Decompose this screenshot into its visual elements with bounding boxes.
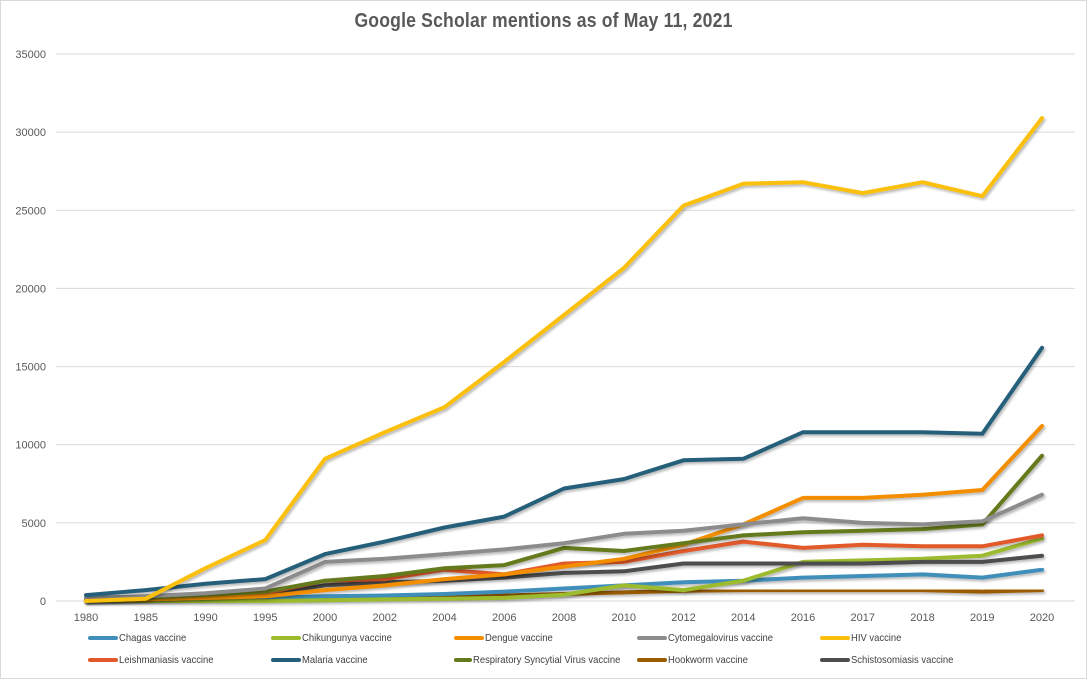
legend-label: Schistosomiasis vaccine xyxy=(851,654,954,666)
x-tick-label: 2017 xyxy=(851,612,875,624)
y-tick-label: 0 xyxy=(40,596,46,608)
legend-swatch xyxy=(637,658,667,662)
x-tick-label: 2020 xyxy=(1030,612,1054,624)
legend-swatch xyxy=(88,658,118,662)
legend-item: Chikungunya vaccine xyxy=(271,631,454,645)
x-tick-label: 2000 xyxy=(313,612,337,624)
x-tick-label: 2018 xyxy=(910,612,934,624)
legend-swatch xyxy=(820,636,850,640)
x-tick-label: 2006 xyxy=(492,612,516,624)
legend-swatch xyxy=(820,658,850,662)
x-tick-label: 2008 xyxy=(552,612,576,624)
x-tick-label: 2016 xyxy=(791,612,815,624)
x-tick-label: 2019 xyxy=(970,612,994,624)
legend-label: Hookworm vaccine xyxy=(668,654,748,666)
legend-label: Respiratory Syncytial Virus vaccine xyxy=(473,654,621,666)
x-tick-label: 1990 xyxy=(193,612,217,624)
y-tick-label: 30000 xyxy=(15,127,46,139)
legend-swatch xyxy=(88,636,118,640)
legend-swatch xyxy=(637,636,667,640)
series-line-malaria-vaccine xyxy=(84,345,1044,598)
legend-item: Cytomegalovirus vaccine xyxy=(637,631,820,645)
legend-label: Leishmaniasis vaccine xyxy=(119,654,214,666)
legend-item: Dengue vaccine xyxy=(454,631,637,645)
y-tick-label: 35000 xyxy=(15,49,46,61)
legend-label: Dengue vaccine xyxy=(485,632,553,644)
y-axis-tick-labels: 0 5000 10000 15000 20000 25000 30000 35000 xyxy=(15,49,46,608)
y-tick-label: 5000 xyxy=(22,518,46,530)
legend-swatch xyxy=(271,658,301,662)
legend-label: Chikungunya vaccine xyxy=(302,632,392,644)
legend-label: Malaria vaccine xyxy=(302,654,368,666)
x-axis-tick-labels: 1980 1985 1990 1995 2000 2002 2004 2006 2008 2010… xyxy=(74,612,1054,624)
y-tick-label: 20000 xyxy=(15,283,46,295)
x-tick-label: 1980 xyxy=(74,612,98,624)
legend-item: Malaria vaccine xyxy=(271,653,454,667)
legend-item: Leishmaniasis vaccine xyxy=(88,653,271,667)
legend-item: Hookworm vaccine xyxy=(637,653,820,667)
x-tick-label: 2014 xyxy=(731,612,755,624)
legend-swatch xyxy=(454,636,484,640)
series-line-hiv-vaccine xyxy=(84,116,1044,603)
x-tick-label: 1995 xyxy=(253,612,277,624)
y-tick-label: 10000 xyxy=(15,440,46,452)
legend: Chagas vaccine Chikungunya vaccine Dengue … xyxy=(88,631,988,667)
legend-item: Schistosomiasis vaccine xyxy=(820,653,1003,667)
legend-label: HIV vaccine xyxy=(851,632,902,644)
gridlines xyxy=(56,53,1075,602)
x-tick-label: 1985 xyxy=(134,612,158,624)
y-tick-label: 25000 xyxy=(15,205,46,217)
legend-item: Respiratory Syncytial Virus vaccine xyxy=(454,653,637,667)
y-tick-label: 15000 xyxy=(15,362,46,374)
chart-title: Google Scholar mentions as of May 11, 20… xyxy=(354,10,733,32)
series-line-dengue-vaccine xyxy=(84,424,1044,603)
x-tick-label: 2012 xyxy=(671,612,695,624)
x-tick-label: 2002 xyxy=(373,612,397,624)
x-tick-label: 2004 xyxy=(432,612,456,624)
series-line-respiratory-syncytial-virus-vaccine xyxy=(84,453,1044,602)
legend-item: Chagas vaccine xyxy=(88,631,271,645)
legend-label: Chagas vaccine xyxy=(119,632,187,644)
legend-label: Cytomegalovirus vaccine xyxy=(668,632,774,644)
series-line-chikungunya-vaccine xyxy=(84,536,1044,603)
series-lines xyxy=(84,116,1044,603)
series-line-cytomegalovirus-vaccine xyxy=(84,492,1044,600)
legend-swatch xyxy=(454,658,473,662)
legend-item: HIV vaccine xyxy=(820,631,1003,645)
legend-swatch xyxy=(271,636,301,640)
x-tick-label: 2010 xyxy=(612,612,636,624)
